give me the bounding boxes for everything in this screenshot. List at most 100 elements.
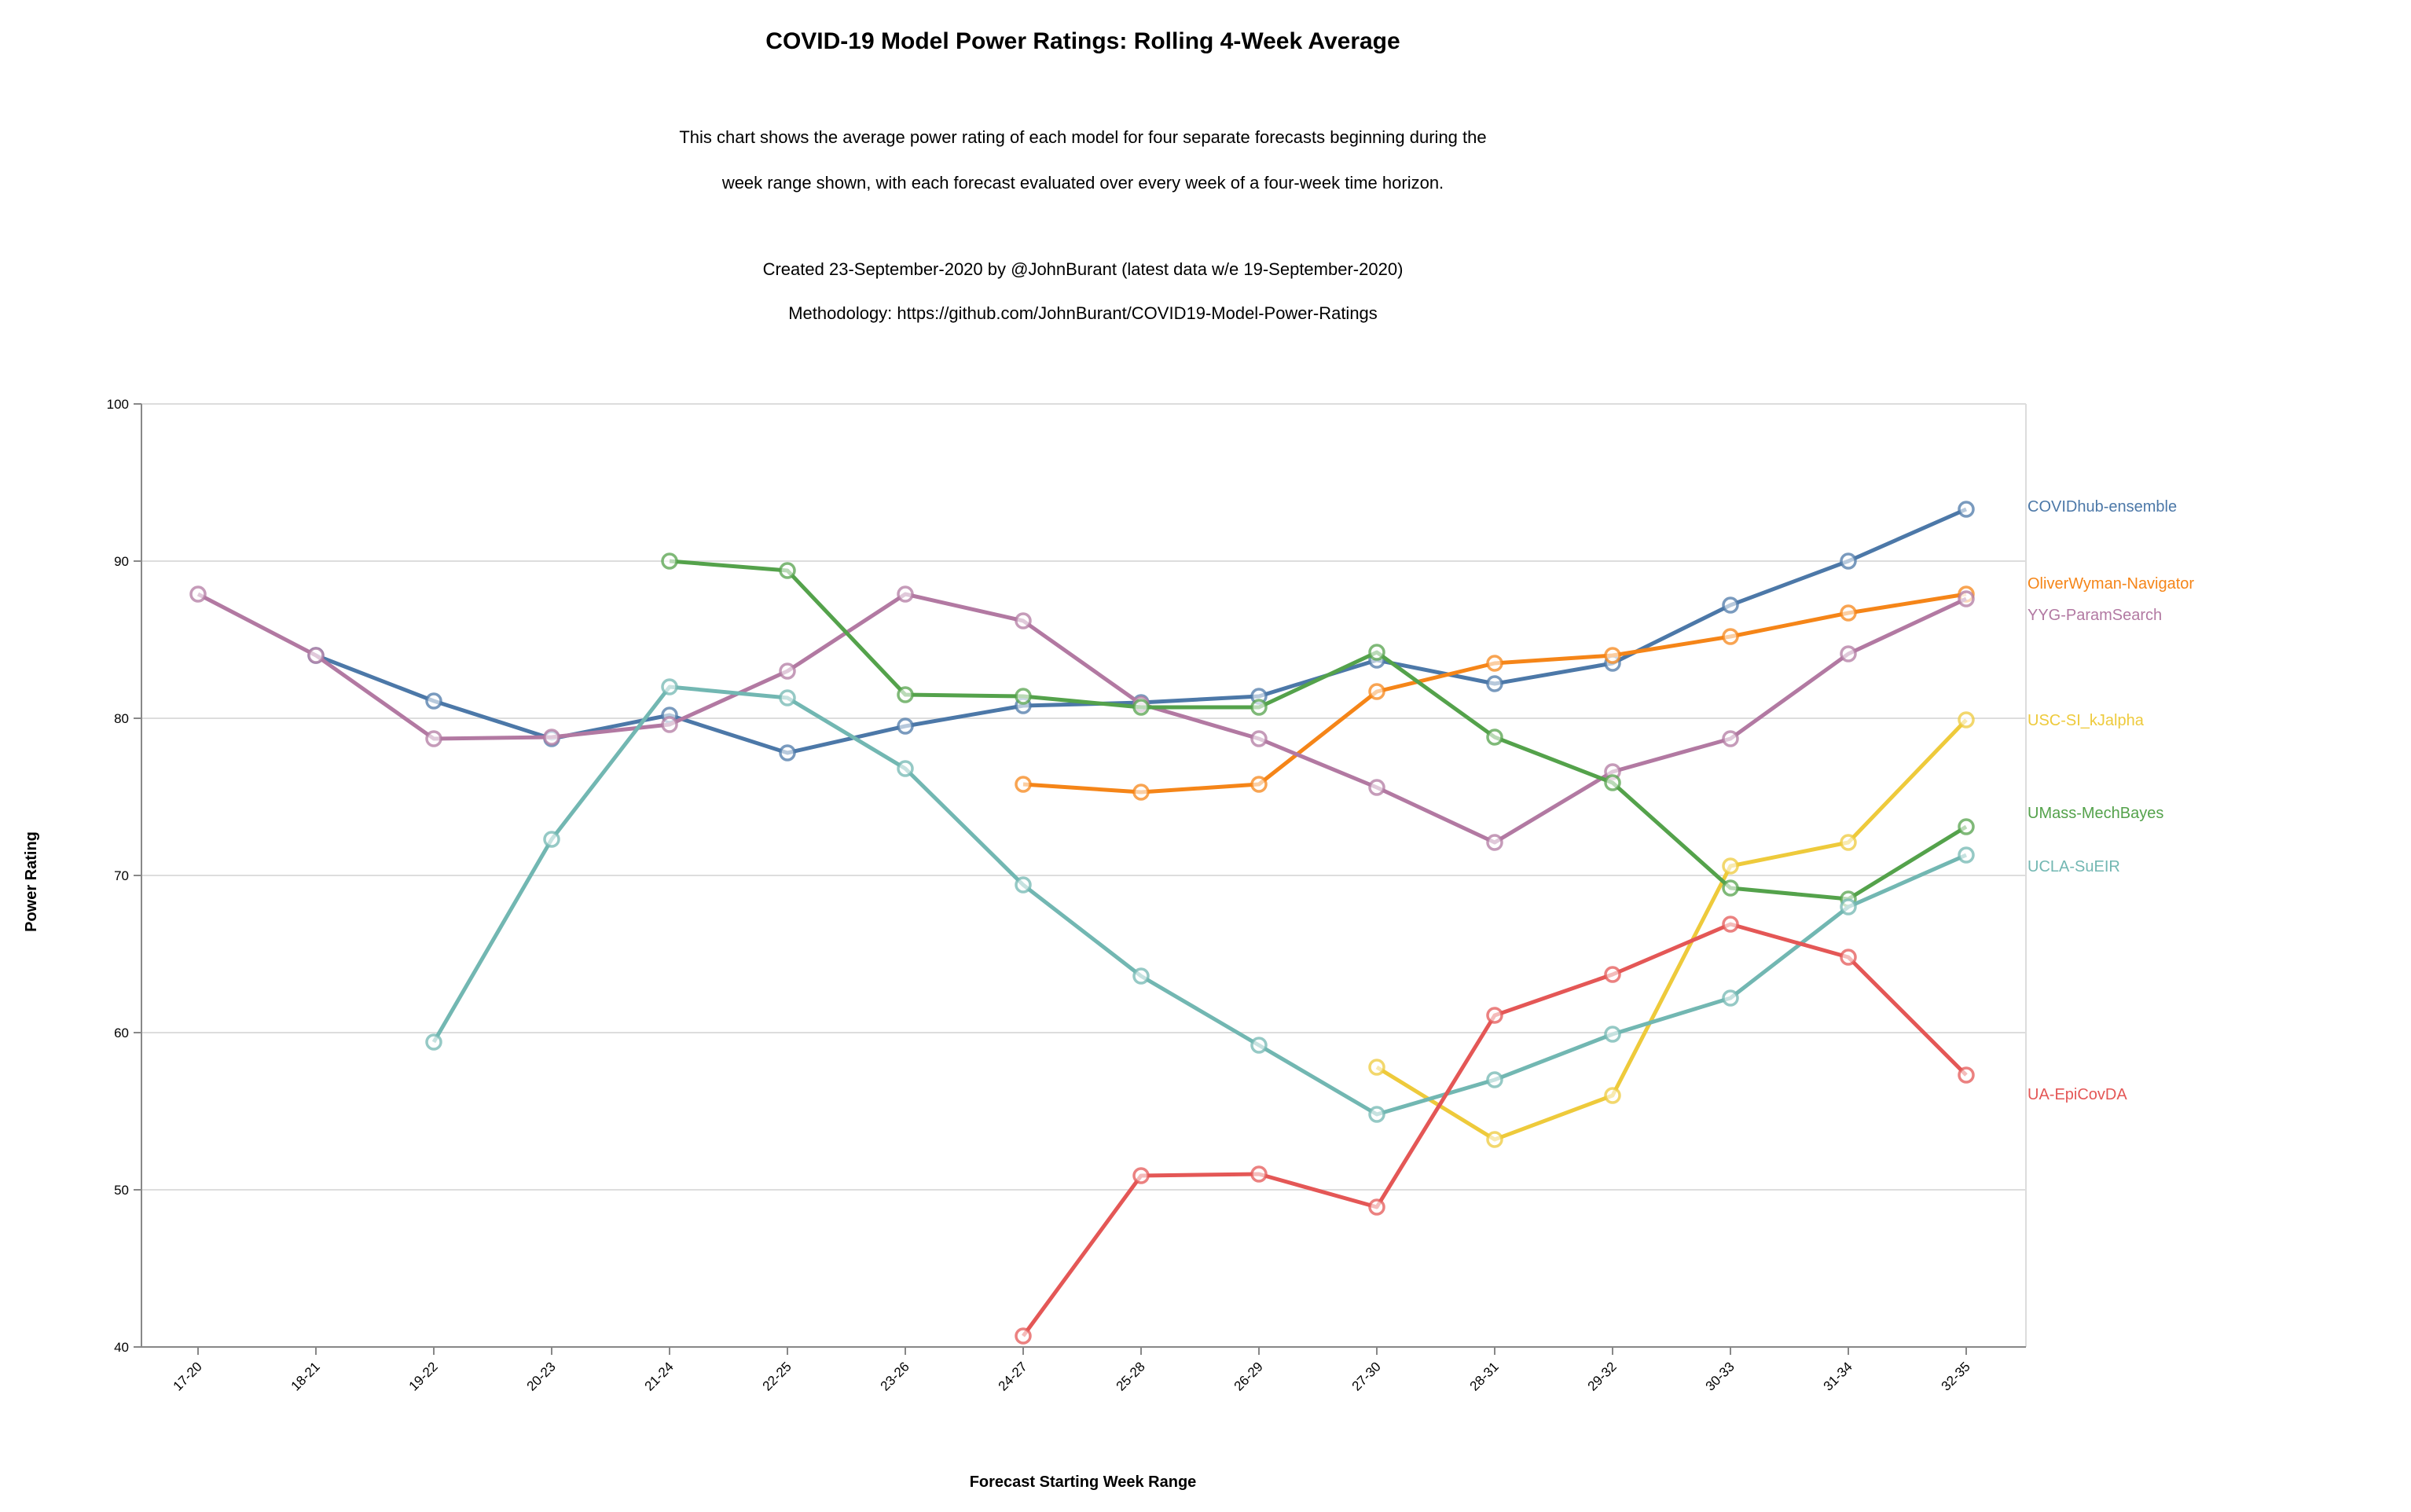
data-point xyxy=(1486,675,1503,692)
data-point xyxy=(1368,644,1385,661)
data-point xyxy=(897,686,914,703)
data-point xyxy=(425,1033,442,1051)
data-point xyxy=(1958,846,1975,864)
x-tick-label: 17-20 xyxy=(171,1359,205,1393)
data-point xyxy=(189,585,207,603)
data-point xyxy=(1722,879,1739,897)
data-point xyxy=(1015,612,1032,629)
data-point xyxy=(1958,1066,1975,1084)
series-line xyxy=(431,684,1968,1117)
data-point xyxy=(661,678,678,695)
plot-area: 40 50 60 70 80 90 100 17-20 18-21 19-22 20-23 21-24… xyxy=(107,397,2195,1394)
x-tick-label: 32-35 xyxy=(1939,1359,1973,1393)
data-point xyxy=(1722,730,1739,747)
data-point xyxy=(1015,688,1032,705)
x-tick-label: 28-31 xyxy=(1467,1359,1502,1393)
x-tick-label: 19-22 xyxy=(406,1359,441,1393)
data-point xyxy=(543,728,560,746)
subtitle-line: Created 23-September-2020 by @JohnBurant… xyxy=(763,259,1404,279)
x-tick-label: 18-21 xyxy=(288,1359,323,1393)
data-point xyxy=(1722,628,1739,645)
data-point xyxy=(1368,1198,1385,1216)
x-tick-label: 26-29 xyxy=(1231,1359,1266,1393)
data-point xyxy=(1840,898,1857,916)
data-point xyxy=(1958,818,1975,835)
data-point xyxy=(779,744,796,762)
series-label: UA-EpiCovDA xyxy=(2028,1086,2127,1103)
x-tick-label: 29-32 xyxy=(1585,1359,1620,1393)
data-point xyxy=(1015,776,1032,793)
data-point xyxy=(543,831,560,848)
y-tick-label: 80 xyxy=(114,711,129,726)
data-point xyxy=(1250,1165,1268,1183)
series-label: UMass-MechBayes xyxy=(2028,805,2163,822)
series-line xyxy=(1022,592,1967,795)
data-point xyxy=(1015,1327,1032,1345)
data-point xyxy=(1604,647,1621,664)
y-tick-label: 90 xyxy=(114,554,129,569)
data-point xyxy=(1486,834,1503,851)
series-label: OliverWyman-Navigator xyxy=(2028,575,2194,593)
data-point xyxy=(779,662,796,680)
series-line xyxy=(1375,718,1968,1142)
data-point xyxy=(1722,989,1739,1007)
x-tick-label: 20-23 xyxy=(524,1359,559,1393)
series-label: UCLA-SuEIR xyxy=(2028,858,2120,875)
data-point xyxy=(661,716,678,733)
data-point xyxy=(1132,1167,1150,1184)
data-point xyxy=(1958,501,1975,518)
data-point xyxy=(1015,876,1032,894)
x-tick-label: 31-34 xyxy=(1821,1359,1855,1393)
data-point xyxy=(1486,655,1503,672)
data-point xyxy=(1368,1059,1385,1076)
data-point xyxy=(1722,857,1739,875)
subtitle-line: Methodology: https://github.com/JohnBura… xyxy=(788,303,1378,323)
data-point xyxy=(1486,1131,1503,1148)
series-usc-si-kjalpha: USC-SI_kJalpha xyxy=(1368,711,2145,1148)
series-line xyxy=(669,559,1968,901)
data-point xyxy=(1368,1106,1385,1123)
series-ucla-sueir: UCLA-SuEIR xyxy=(425,678,2120,1123)
y-tick-label: 70 xyxy=(114,868,129,883)
data-point xyxy=(1250,730,1268,747)
data-point xyxy=(897,760,914,777)
series-line xyxy=(1021,922,1968,1338)
series-covidhub-ensemble: COVIDhub-ensemble xyxy=(307,498,2177,762)
data-point xyxy=(1604,774,1621,791)
series-label: USC-SI_kJalpha xyxy=(2028,712,2145,729)
data-point xyxy=(1722,916,1739,933)
data-point xyxy=(1840,949,1857,966)
x-axis-title: Forecast Starting Week Range xyxy=(970,1473,1197,1491)
series-oliverwyman-navigator: OliverWyman-Navigator xyxy=(1015,575,2194,801)
data-point xyxy=(1250,1037,1268,1054)
data-point xyxy=(1132,699,1150,716)
data-point xyxy=(897,717,914,735)
x-tick-label: 27-30 xyxy=(1349,1359,1384,1393)
x-tick-label: 24-27 xyxy=(996,1359,1030,1393)
subtitle-line: week range shown, with each forecast eva… xyxy=(721,173,1444,193)
data-point xyxy=(779,689,796,706)
data-point xyxy=(425,692,442,710)
data-point xyxy=(897,585,914,603)
data-point xyxy=(1604,1087,1621,1104)
subtitle-line: This chart shows the average power ratin… xyxy=(679,127,1486,147)
data-point xyxy=(1486,1007,1503,1024)
data-point xyxy=(1840,834,1857,851)
data-point xyxy=(1840,645,1857,662)
data-point xyxy=(425,730,442,747)
data-point xyxy=(1722,596,1739,614)
y-axis-title: Power Rating xyxy=(23,831,40,932)
data-point xyxy=(1368,779,1385,796)
data-point xyxy=(779,562,796,579)
x-tick-label: 22-25 xyxy=(760,1359,794,1393)
y-tick-label: 40 xyxy=(114,1340,129,1355)
data-point xyxy=(1840,552,1857,570)
x-tick-label: 30-33 xyxy=(1703,1359,1738,1393)
x-tick-label: 23-26 xyxy=(878,1359,912,1393)
data-point xyxy=(1604,1026,1621,1043)
series-umass-mechbayes: UMass-MechBayes xyxy=(661,552,2163,908)
data-point xyxy=(1958,590,1975,607)
series-label: YYG-ParamSearch xyxy=(2028,607,2162,624)
data-point xyxy=(1958,711,1975,728)
